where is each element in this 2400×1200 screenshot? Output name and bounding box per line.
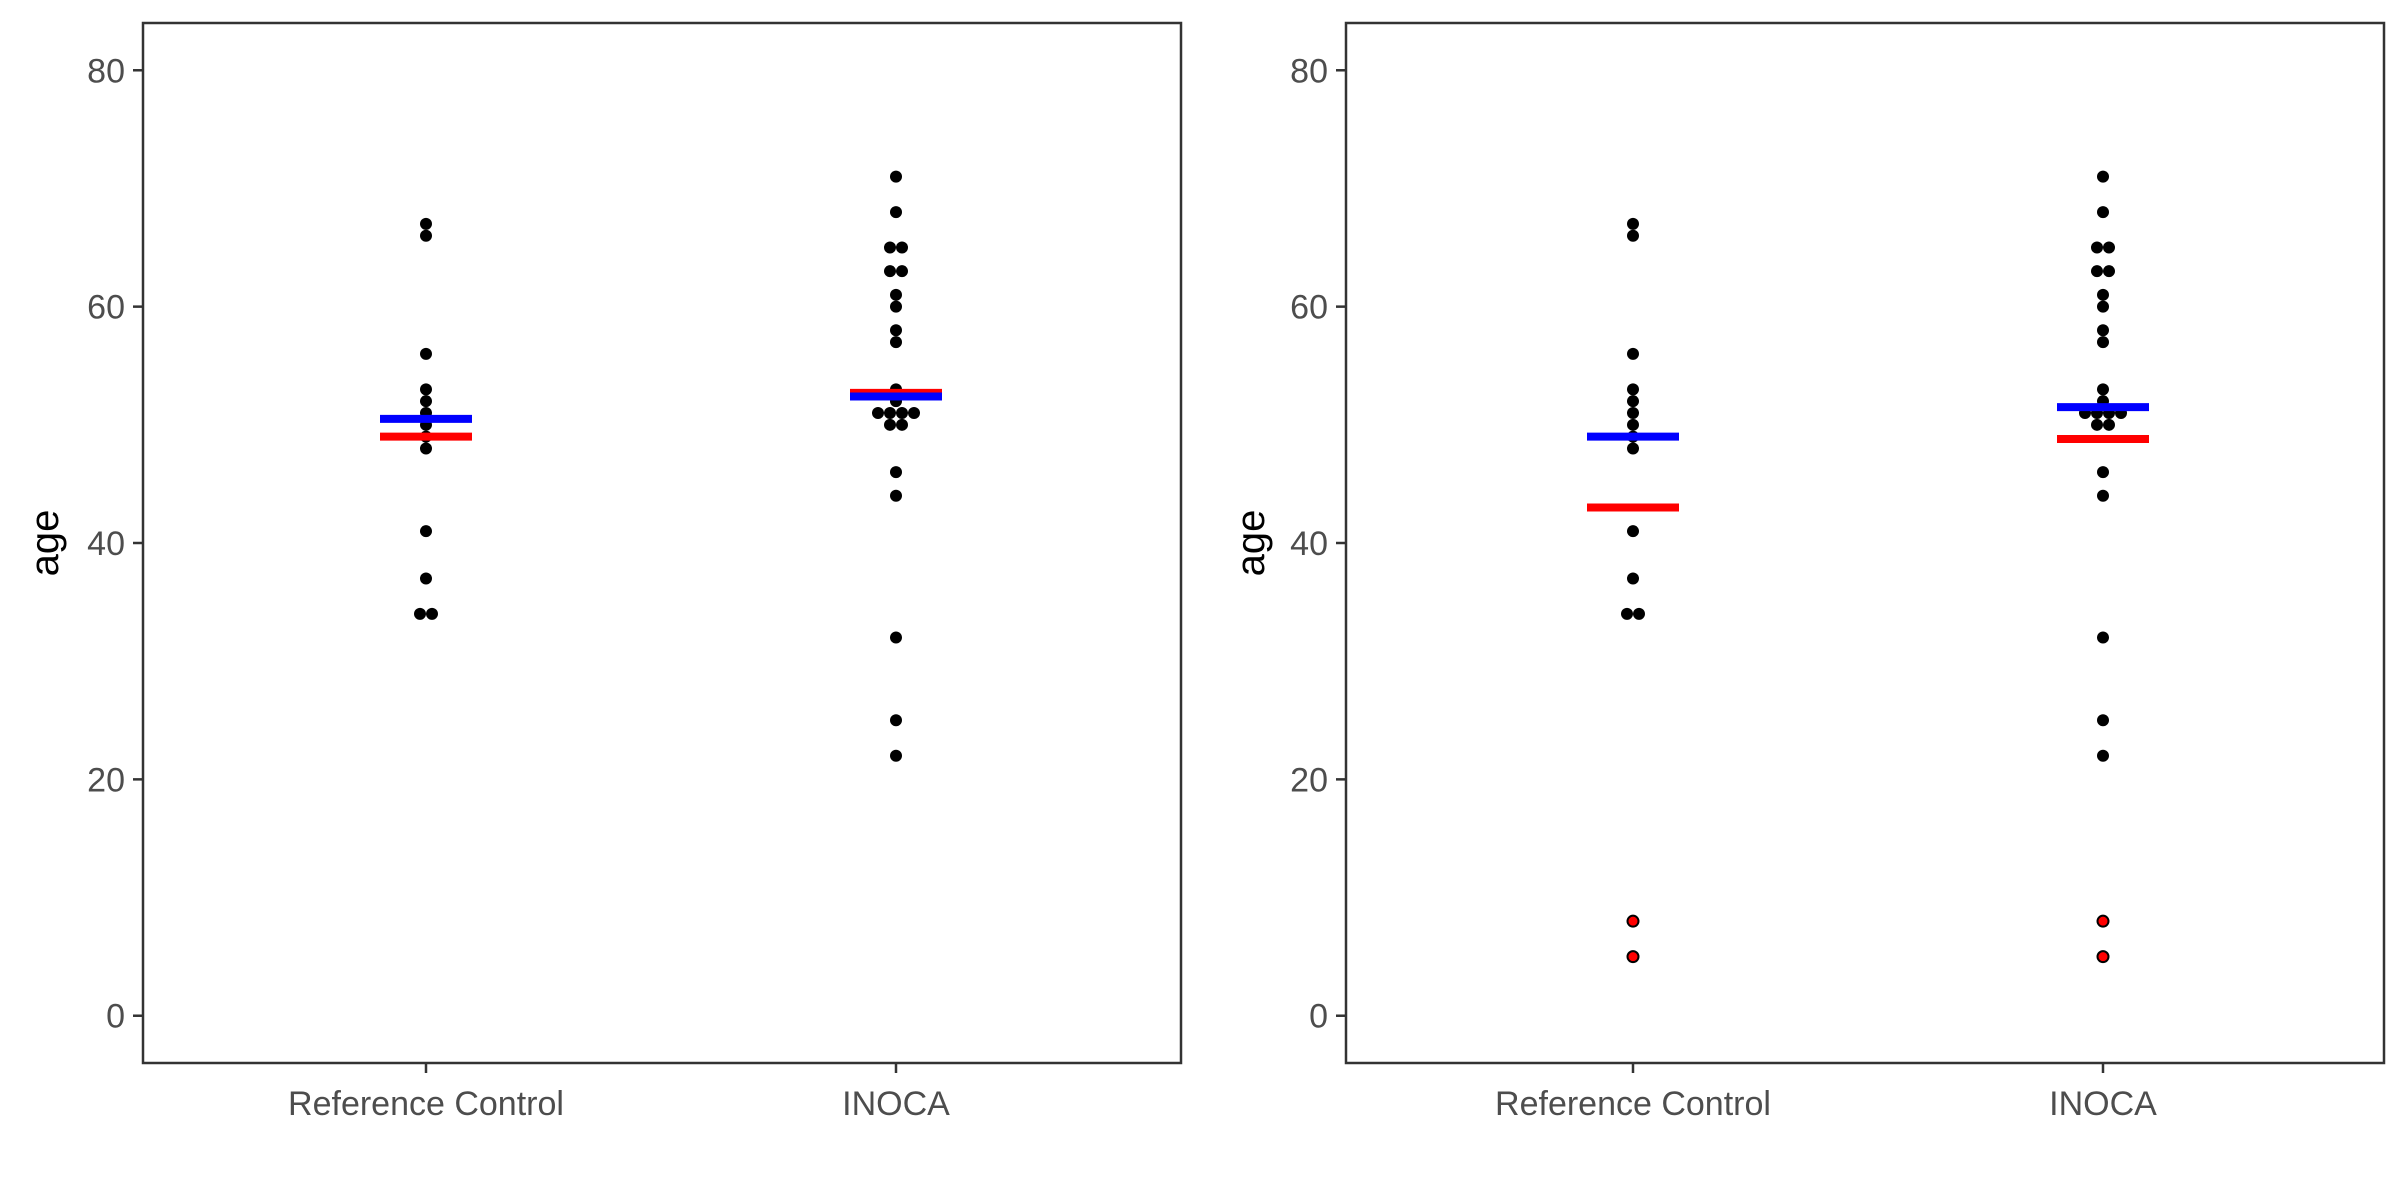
data-point [890,466,902,479]
data-point [2091,418,2103,431]
data-point [890,714,902,727]
data-point [2097,466,2109,479]
data-point [1633,607,1645,620]
data-point [1627,217,1639,230]
y-tick-label-80: 80 [1290,52,1328,90]
data-point [890,206,902,219]
data-point [2097,749,2109,762]
data-point [420,229,432,242]
data-point [2097,288,2109,301]
outlier-point [2096,950,2110,964]
y-tick-label-0: 0 [1309,998,1328,1036]
data-point [2097,170,2109,183]
x-tick-label-2: INOCA [2049,1085,2157,1123]
data-point [2097,336,2109,349]
data-point [1627,442,1639,455]
data-point [1627,572,1639,585]
x-tick-label-1: Reference Control [1495,1085,1771,1123]
plot-frame [1344,21,2386,1065]
y-tick-label-0: 0 [106,998,125,1036]
data-point [1627,418,1639,431]
outlier-point [1626,914,1640,928]
data-point [1627,407,1639,419]
data-point [890,288,902,301]
data-point [1621,607,1633,620]
data-point [1627,395,1639,408]
data-point [1627,347,1639,360]
y-axis-title: age [23,510,67,577]
data-point [890,170,902,183]
y-axis-title: age [1229,510,1273,577]
y-tick-label-40: 40 [1290,525,1328,563]
data-point [884,418,896,431]
y-tick-label-20: 20 [1290,761,1328,799]
outlier-point [1626,950,1640,964]
data-point [896,241,908,254]
y-tick-label-60: 60 [87,289,125,327]
x-tick-label-2: INOCA [842,1085,950,1123]
data-point [420,347,432,360]
data-point [426,607,438,620]
data-point [2091,241,2103,254]
data-point [420,572,432,585]
data-point [896,407,908,419]
data-point [1627,229,1639,242]
y-tick-label-40: 40 [87,525,125,563]
data-point [896,265,908,278]
data-point [2103,241,2115,254]
data-point [890,300,902,313]
data-point [2091,265,2103,278]
data-point [884,241,896,254]
chart-panel-2: 0 20 40 60 80 Reference Control INOCA age [1229,21,2386,1123]
data-point [420,442,432,455]
data-point [884,407,896,419]
chart-panel-1: 0 20 40 60 80 Reference Control INOCA age [23,21,1183,1123]
data-point [890,631,902,644]
data-point [2097,489,2109,502]
data-point [2103,418,2115,431]
data-point [890,336,902,349]
outlier-point [2096,914,2110,928]
data-point [890,324,902,337]
data-point [884,265,896,278]
data-point [2097,631,2109,644]
data-point [420,217,432,230]
y-tick-label-20: 20 [87,761,125,799]
data-point [1627,383,1639,396]
data-point [2097,206,2109,219]
data-point [890,489,902,502]
data-point [890,749,902,762]
y-tick-label-80: 80 [87,52,125,90]
data-point [2097,714,2109,727]
data-point [420,383,432,396]
data-point [2103,265,2115,278]
data-point [420,525,432,538]
data-point [2097,383,2109,396]
x-tick-label-1: Reference Control [288,1085,564,1123]
data-point [2097,300,2109,313]
data-point [908,407,920,419]
data-point [420,395,432,408]
data-point [414,607,426,620]
data-point [2097,324,2109,337]
data-point [872,407,884,419]
data-point [896,418,908,431]
y-tick-label-60: 60 [1290,289,1328,327]
plot-frame [141,21,1183,1065]
data-point [1627,525,1639,538]
